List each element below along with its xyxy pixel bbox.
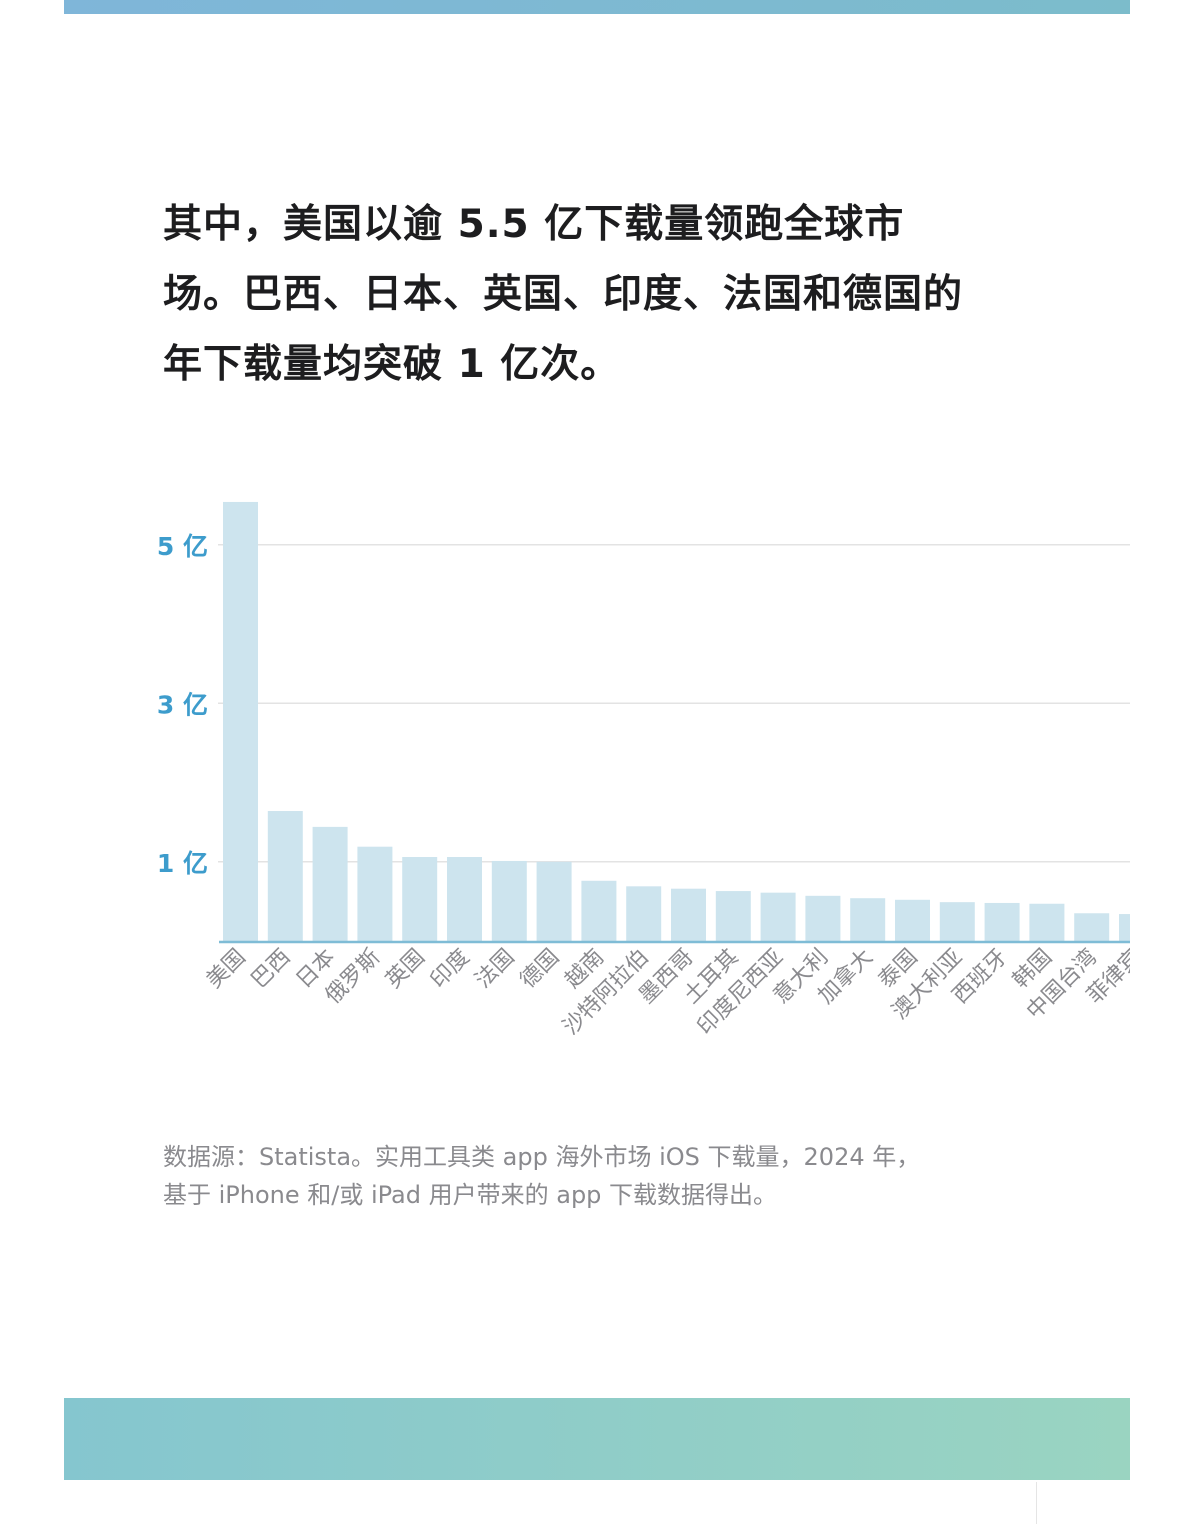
- bar-chart: 1 亿3 亿5 亿美国巴西日本俄罗斯英国印度法国德国越南沙特阿拉伯墨西哥土耳其印…: [157, 501, 1130, 1040]
- bar: [850, 898, 886, 941]
- bar: [357, 846, 393, 941]
- divider: [1036, 1482, 1037, 1524]
- bar: [984, 902, 1020, 941]
- x-tick-label: 印度: [426, 945, 475, 994]
- x-tick-label: 法国: [471, 945, 520, 994]
- source-note: 数据源：Statista。实用工具类 app 海外市场 iOS 下载量，2024…: [163, 1143, 921, 1209]
- bar: [581, 880, 617, 941]
- y-tick-label: 3 亿: [157, 690, 208, 719]
- y-tick-label: 1 亿: [157, 849, 208, 878]
- bar: [1074, 913, 1110, 941]
- bottom-accent-band: [64, 1398, 1130, 1480]
- bar: [895, 899, 930, 941]
- bar: [671, 888, 706, 941]
- top-accent-bar: [64, 0, 1130, 14]
- bar: [312, 826, 348, 941]
- x-tick-label: 美国: [202, 945, 251, 994]
- bar: [536, 861, 572, 941]
- bar: [1029, 903, 1065, 941]
- bar: [939, 902, 975, 941]
- bar: [805, 895, 841, 941]
- headline: 其中，美国以逾 5.5 亿下载量领跑全球市场。巴西、日本、英国、印度、法国和德国…: [163, 202, 964, 387]
- bar: [447, 856, 482, 941]
- x-tick-label: 德国: [516, 945, 565, 994]
- bar: [715, 891, 751, 941]
- y-tick-label: 5 亿: [157, 532, 208, 561]
- bar: [267, 811, 303, 941]
- bar: [760, 892, 796, 941]
- bar: [491, 860, 527, 941]
- bar: [1119, 914, 1130, 941]
- bar: [223, 501, 258, 941]
- bar: [626, 886, 662, 941]
- bar: [402, 856, 438, 941]
- x-tick-label: 巴西: [247, 945, 296, 994]
- x-tick-label: 英国: [381, 945, 430, 994]
